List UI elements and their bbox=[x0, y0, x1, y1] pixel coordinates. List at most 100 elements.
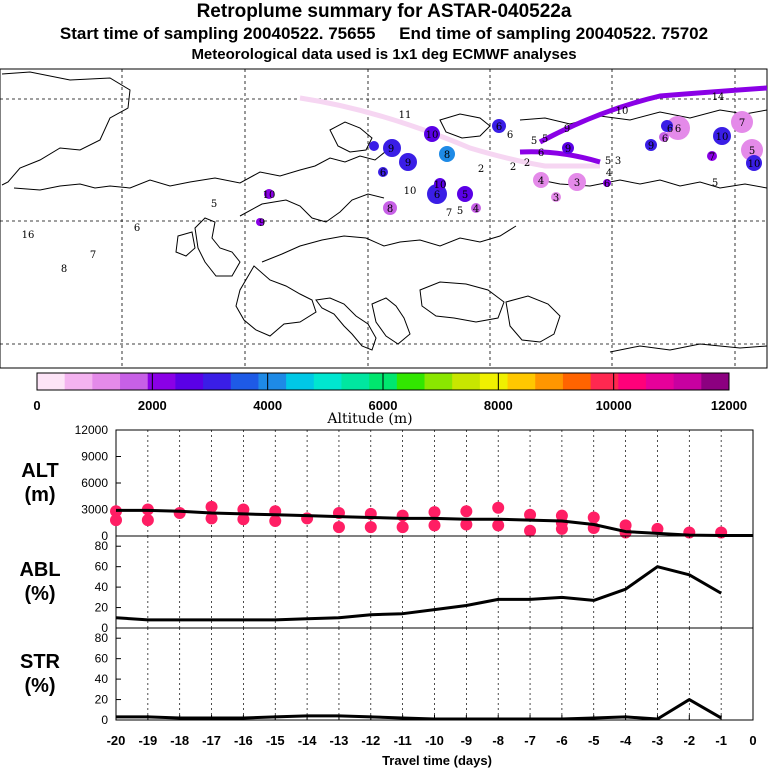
colorbar-swatch bbox=[203, 373, 232, 390]
cluster-marker bbox=[562, 142, 574, 154]
map-day-label: 10 bbox=[716, 132, 729, 143]
y-axis-label: (%) bbox=[24, 675, 55, 697]
x-tick-label: -12 bbox=[361, 733, 380, 748]
map-day-label: 14 bbox=[712, 92, 725, 103]
cluster-marker bbox=[551, 192, 561, 202]
x-tick-label: -9 bbox=[461, 733, 473, 748]
colorbar-swatch bbox=[424, 373, 453, 390]
y-tick-label: 40 bbox=[95, 580, 109, 594]
map-day-label: 10 bbox=[404, 186, 417, 197]
y-tick-label: 60 bbox=[95, 652, 109, 666]
colorbar-swatch bbox=[313, 373, 342, 390]
cluster-marker bbox=[645, 139, 657, 151]
time-series-panels: 030006000900012000ALT(m)020406080ABL(%)0… bbox=[19, 423, 756, 748]
particle-point bbox=[110, 514, 122, 527]
colorbar-swatch bbox=[562, 373, 592, 390]
cluster-marker bbox=[492, 119, 506, 133]
cluster-marker bbox=[383, 201, 397, 215]
chart-title: Retroplume summary for ASTAR-040522a bbox=[196, 1, 572, 22]
map-day-label: 5 bbox=[457, 206, 463, 217]
colorbar-swatch bbox=[452, 373, 481, 390]
map-day-label: 2 bbox=[510, 162, 516, 173]
colorbar-label: Altitude (m) bbox=[326, 411, 412, 427]
map-day-label: 5 bbox=[542, 134, 548, 145]
x-tick-label: -2 bbox=[684, 733, 696, 748]
particle-point bbox=[492, 519, 505, 532]
map-day-label: 3 bbox=[553, 193, 559, 204]
plume-trajectory-upper bbox=[538, 85, 768, 145]
map-day-label: 9 bbox=[388, 144, 394, 155]
colorbar-tick-label: 0 bbox=[33, 398, 40, 413]
sampling-times: Start time of sampling 20040522. 75655 E… bbox=[59, 24, 709, 43]
particle-point bbox=[332, 521, 345, 534]
map-day-label: 9 bbox=[259, 218, 265, 229]
y-tick-label: 6000 bbox=[81, 476, 108, 490]
y-axis-label: STR bbox=[20, 651, 61, 673]
particle-point bbox=[524, 508, 537, 521]
x-tick-label: -18 bbox=[170, 733, 189, 748]
map-day-label: 6 bbox=[662, 134, 668, 145]
plume-trajectory-mid bbox=[519, 149, 601, 165]
colorbar-tick-label: 6000 bbox=[369, 398, 398, 413]
colorbar-swatch bbox=[535, 373, 564, 390]
series-line-abl bbox=[115, 565, 722, 622]
cluster-marker bbox=[746, 155, 762, 171]
map-day-label: 3 bbox=[615, 156, 621, 167]
cluster-marker bbox=[603, 179, 611, 187]
map-day-label: 6 bbox=[507, 130, 513, 141]
colorbar-tick-label: 4000 bbox=[253, 398, 282, 413]
map-day-label: 2 bbox=[478, 164, 484, 175]
series-line-str bbox=[116, 698, 722, 721]
map-day-label: 5 bbox=[462, 190, 468, 201]
y-tick-label: 20 bbox=[95, 601, 109, 615]
colorbar-tick-label: 8000 bbox=[484, 398, 513, 413]
map-day-label: 8 bbox=[444, 150, 450, 161]
particle-point bbox=[492, 501, 505, 514]
x-tick-label: -4 bbox=[620, 733, 632, 748]
map-day-label: 7 bbox=[446, 208, 452, 219]
map-day-label: 10 bbox=[616, 106, 629, 117]
map-day-label: 9 bbox=[565, 144, 571, 155]
map-day-label: 5 bbox=[749, 146, 755, 157]
particle-point bbox=[460, 518, 473, 531]
y-tick-label: 80 bbox=[95, 539, 109, 553]
cluster-marker bbox=[666, 116, 690, 140]
panel-alt: 0 3000 6000 9000 12000 ALT(m) bbox=[21, 423, 754, 543]
cluster-marker bbox=[369, 141, 379, 151]
colorbar-swatch bbox=[64, 373, 93, 390]
map-day-label: 9 bbox=[564, 124, 570, 135]
map-day-label: 7 bbox=[90, 250, 96, 261]
y-tick-label: 0 bbox=[101, 621, 108, 635]
y-tick-label: 0 bbox=[101, 529, 108, 543]
map-day-label: 16 bbox=[22, 230, 35, 241]
particle-point bbox=[205, 512, 218, 525]
colorbar-swatch bbox=[701, 373, 730, 390]
cluster-marker bbox=[457, 186, 473, 202]
colorbar-swatch bbox=[618, 373, 647, 390]
map-day-label: 5 bbox=[712, 178, 718, 189]
panel-str: 0 20 40 60 80 STR(%) bbox=[20, 627, 754, 727]
x-tick-label: -3 bbox=[652, 733, 664, 748]
colorbar-tick-label: 12000 bbox=[711, 398, 747, 413]
cluster-marker bbox=[661, 120, 673, 132]
map-day-label: 6 bbox=[667, 124, 673, 135]
particle-point bbox=[237, 513, 250, 526]
colorbar-swatch bbox=[92, 373, 121, 390]
x-tick-label: -19 bbox=[138, 733, 157, 748]
y-tick-label: 3000 bbox=[81, 503, 108, 517]
y-tick-label: 60 bbox=[95, 560, 109, 574]
map-day-label: 6 bbox=[675, 124, 681, 135]
colorbar-swatch bbox=[230, 373, 259, 390]
map-day-label: 6 bbox=[604, 179, 610, 190]
map-day-label: 2 bbox=[524, 158, 530, 169]
map-day-label: 4 bbox=[538, 176, 544, 187]
y-tick-label: 0 bbox=[101, 713, 108, 727]
cluster-marker bbox=[659, 132, 669, 142]
particle-point bbox=[428, 519, 441, 532]
x-tick-label: -8 bbox=[492, 733, 504, 748]
y-axis-label: ALT bbox=[21, 460, 58, 482]
particle-point bbox=[396, 509, 409, 522]
